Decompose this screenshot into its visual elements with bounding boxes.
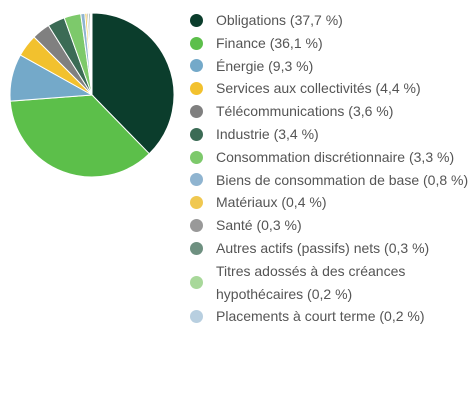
pie bbox=[9, 12, 175, 178]
legend-item: Titres adossés à des créances hypothécai… bbox=[190, 260, 476, 306]
legend-swatch bbox=[190, 173, 203, 187]
legend-swatch bbox=[190, 310, 203, 324]
legend-label: Titres adossés à des créances hypothécai… bbox=[216, 262, 406, 302]
pie-slice bbox=[91, 12, 175, 155]
legend-label: Finance (36,1 %) bbox=[216, 34, 323, 51]
legend-swatch bbox=[190, 150, 203, 164]
pie-slice bbox=[9, 94, 150, 178]
legend-label: Autres actifs (passifs) nets (0,3 %) bbox=[216, 239, 430, 256]
legend-swatch bbox=[190, 127, 203, 141]
legend-item: Santé (0,3 %) bbox=[190, 214, 476, 237]
legend-item: Autres actifs (passifs) nets (0,3 %) bbox=[190, 237, 476, 260]
legend-label: Consommation discrétionnaire (3,3 %) bbox=[216, 148, 455, 165]
legend-label: Télécommunications (3,6 %) bbox=[216, 103, 394, 120]
legend-label: Matériaux (0,4 %) bbox=[216, 194, 327, 211]
legend-swatch bbox=[190, 36, 203, 50]
legend-item: Obligations (37,7 %) bbox=[190, 9, 476, 32]
legend-label: Placements à court terme (0,2 %) bbox=[216, 308, 425, 325]
legend-swatch bbox=[190, 105, 203, 119]
legend-item: Industrie (3,4 %) bbox=[190, 123, 476, 146]
legend-label: Énergie (9,3 %) bbox=[216, 57, 314, 74]
legend-item: Services aux collectivités (4,4 %) bbox=[190, 77, 476, 100]
legend-label: Santé (0,3 %) bbox=[216, 217, 302, 234]
legend-item: Consommation discrétionnaire (3,3 %) bbox=[190, 146, 476, 169]
pie-slice bbox=[90, 12, 93, 96]
legend-swatch bbox=[190, 276, 203, 290]
legend-label: Biens de consommation de base (0,8 %) bbox=[216, 171, 469, 188]
legend-swatch bbox=[190, 13, 203, 27]
legend-item: Biens de consommation de base (0,8 %) bbox=[190, 169, 476, 192]
legend-item: Télécommunications (3,6 %) bbox=[190, 100, 476, 123]
legend-swatch bbox=[190, 82, 203, 96]
legend-item: Énergie (9,3 %) bbox=[190, 55, 476, 78]
legend-item: Matériaux (0,4 %) bbox=[190, 191, 476, 214]
legend-label: Industrie (3,4 %) bbox=[216, 125, 319, 142]
legend-label: Services aux collectivités (4,4 %) bbox=[216, 80, 421, 97]
legend-label: Obligations (37,7 %) bbox=[216, 12, 343, 28]
legend-swatch bbox=[190, 219, 203, 233]
legend-item: Finance (36,1 %) bbox=[190, 32, 476, 55]
legend-item: Placements à court terme (0,2 %) bbox=[190, 305, 476, 328]
legend-swatch bbox=[190, 241, 203, 255]
legend: Obligations (37,7 %) Finance (36,1 %) Éner… bbox=[190, 9, 476, 328]
legend-swatch bbox=[190, 59, 203, 73]
legend-swatch bbox=[190, 196, 203, 210]
